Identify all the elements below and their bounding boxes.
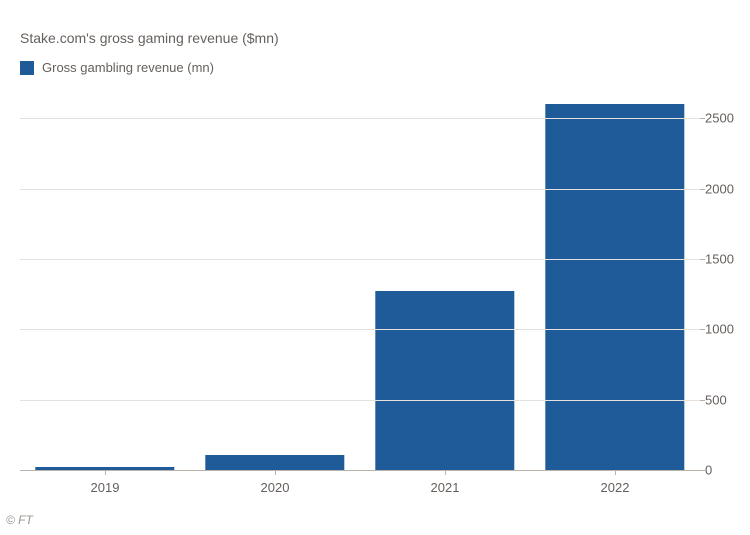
gridline: [20, 118, 700, 119]
x-axis-tick-label: 2020: [261, 480, 290, 495]
y-axis-tick-label: 2500: [705, 111, 745, 126]
gridline: [20, 400, 700, 401]
gridline: [20, 329, 700, 330]
y-axis-tick-label: 1000: [705, 322, 745, 337]
chart-container: Stake.com's gross gaming revenue ($mn) G…: [0, 0, 750, 535]
bars-group: 2019202020212022: [20, 90, 700, 470]
bar: [375, 291, 514, 470]
x-axis-tick-label: 2022: [601, 480, 630, 495]
y-axis-tick-label: 500: [705, 392, 745, 407]
legend-label: Gross gambling revenue (mn): [42, 60, 214, 75]
legend-swatch: [20, 61, 34, 75]
bar: [205, 455, 344, 470]
y-axis-tick-label: 0: [705, 463, 745, 478]
chart-title: Stake.com's gross gaming revenue ($mn): [20, 30, 279, 46]
chart-legend: Gross gambling revenue (mn): [20, 60, 214, 75]
bar-slot: 2019: [20, 90, 190, 470]
gridline: [20, 470, 700, 471]
bar-slot: 2022: [530, 90, 700, 470]
gridline: [20, 189, 700, 190]
x-axis-tick-label: 2021: [431, 480, 460, 495]
y-axis-tick-label: 2000: [705, 181, 745, 196]
source-credit: © FT: [6, 513, 33, 527]
bar: [545, 104, 684, 470]
x-axis-tick-label: 2019: [91, 480, 120, 495]
bar-slot: 2021: [360, 90, 530, 470]
bar-slot: 2020: [190, 90, 360, 470]
y-axis-tick-label: 1500: [705, 251, 745, 266]
plot-area: 2019202020212022 05001000150020002500: [20, 90, 700, 470]
gridline: [20, 259, 700, 260]
